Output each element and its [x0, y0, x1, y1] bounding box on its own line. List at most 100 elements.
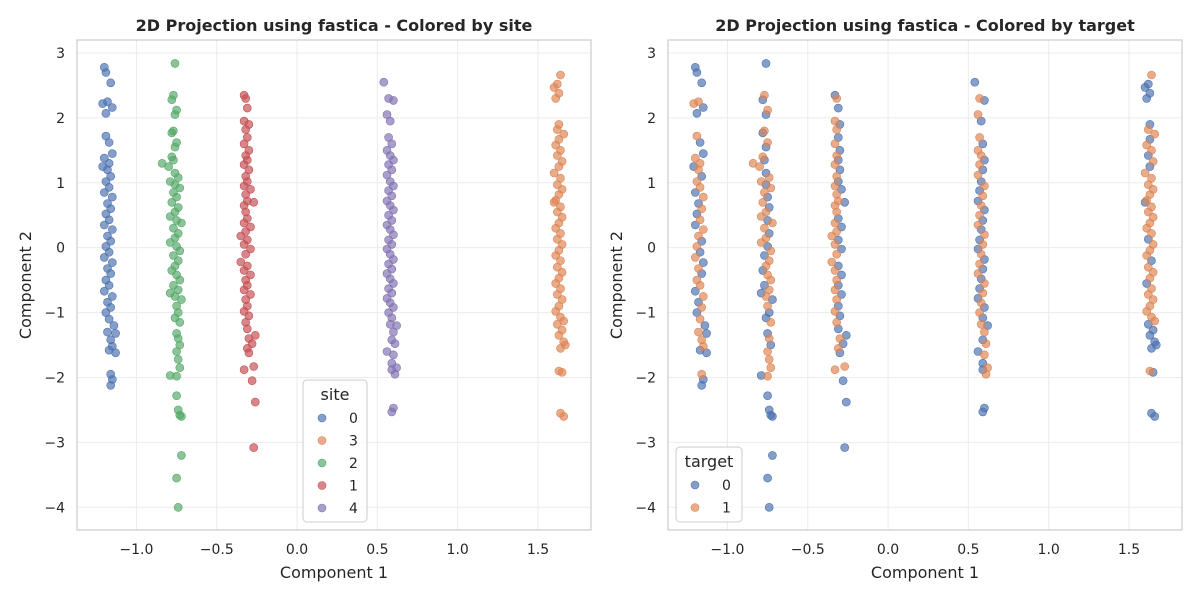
data-point — [175, 317, 185, 327]
y-tick-label: 3 — [647, 46, 656, 62]
legend-label: 0 — [349, 411, 358, 427]
data-point — [830, 365, 840, 375]
data-point — [758, 198, 768, 207]
x-axis-label: Component 1 — [871, 563, 979, 582]
data-point — [244, 348, 254, 358]
chart-panel-0: −1.0 −0.5 0.0 0.5 1.0 1.5 −4 −3 −2 −1 0 1 2 3 2D Proje… — [16, 16, 592, 582]
data-point — [980, 181, 989, 191]
data-point — [111, 348, 120, 358]
y-tick-label: 2 — [647, 111, 656, 127]
data-point — [980, 327, 989, 337]
legend-label: 1 — [349, 479, 358, 495]
data-point — [830, 240, 840, 249]
data-point — [697, 204, 707, 213]
x-tick-label: 0.5 — [957, 542, 979, 558]
data-point — [761, 59, 771, 68]
data-point — [1150, 316, 1159, 326]
data-point — [766, 317, 776, 327]
data-point — [698, 225, 708, 234]
data-point — [768, 451, 777, 460]
data-point — [177, 295, 186, 304]
data-point — [387, 407, 397, 417]
data-point — [760, 188, 769, 197]
x-tick-label: 1.5 — [527, 542, 549, 558]
data-point — [694, 231, 703, 241]
data-point — [980, 279, 989, 288]
legend-marker — [317, 481, 327, 490]
data-point — [554, 162, 564, 171]
data-point — [169, 155, 178, 165]
data-point — [832, 172, 842, 181]
legend-label: 0 — [722, 478, 731, 494]
data-point — [103, 97, 112, 106]
data-point — [1152, 340, 1161, 350]
data-point — [840, 443, 850, 452]
data-point — [832, 151, 842, 160]
data-point — [249, 362, 258, 371]
legend-label: 2 — [349, 456, 358, 472]
data-point — [106, 380, 115, 390]
data-point — [1145, 273, 1155, 283]
data-point — [1147, 70, 1156, 80]
data-point — [835, 334, 845, 343]
data-point — [760, 223, 769, 233]
data-point — [104, 138, 114, 147]
data-point — [549, 168, 559, 178]
data-point — [763, 391, 772, 401]
data-point — [389, 350, 398, 360]
data-point — [1150, 129, 1159, 139]
data-point — [390, 369, 400, 379]
data-point — [111, 329, 120, 338]
data-point — [1148, 157, 1158, 166]
data-point — [830, 266, 840, 275]
y-tick-label: 0 — [647, 241, 656, 257]
data-point — [981, 339, 991, 349]
data-point — [976, 298, 986, 308]
data-point — [103, 327, 112, 337]
data-point — [827, 231, 837, 241]
data-point — [177, 218, 186, 228]
data-point — [973, 220, 983, 230]
data-point — [239, 218, 249, 228]
data-point — [556, 70, 565, 80]
data-point — [389, 327, 398, 337]
data-point — [975, 308, 984, 317]
data-point — [832, 295, 842, 304]
data-point — [173, 173, 183, 182]
data-point — [827, 257, 837, 267]
data-point — [170, 110, 180, 119]
data-point — [698, 149, 708, 158]
data-point — [830, 306, 840, 316]
data-point — [756, 212, 766, 221]
data-point — [100, 220, 109, 230]
data-point — [1142, 306, 1151, 316]
data-point — [758, 152, 768, 162]
series-1 — [689, 70, 1159, 381]
legend-marker — [317, 413, 327, 423]
x-tick-label: 1.0 — [447, 542, 469, 558]
x-tick-label: −1.0 — [710, 542, 744, 558]
data-point — [830, 181, 840, 191]
legend: site 0 3 2 1 4 — [302, 379, 368, 523]
data-point — [838, 376, 848, 386]
data-point — [108, 292, 117, 301]
data-point — [695, 183, 705, 192]
y-tick-label: 2 — [56, 111, 65, 127]
series-4 — [379, 77, 401, 417]
data-point — [698, 258, 708, 267]
data-point — [390, 339, 400, 349]
legend-marker — [317, 436, 327, 445]
series-2 — [157, 59, 186, 512]
x-tick-label: −1.0 — [119, 542, 153, 558]
x-tick-label: −0.5 — [200, 542, 234, 558]
legend-box — [675, 446, 743, 523]
series-0 — [689, 59, 1161, 512]
data-point — [976, 319, 986, 329]
data-point — [552, 319, 562, 329]
data-point — [243, 103, 252, 113]
chart-title: 2D Projection using fastica - Colored by… — [715, 16, 1135, 35]
data-point — [239, 240, 249, 249]
data-point — [975, 210, 984, 220]
